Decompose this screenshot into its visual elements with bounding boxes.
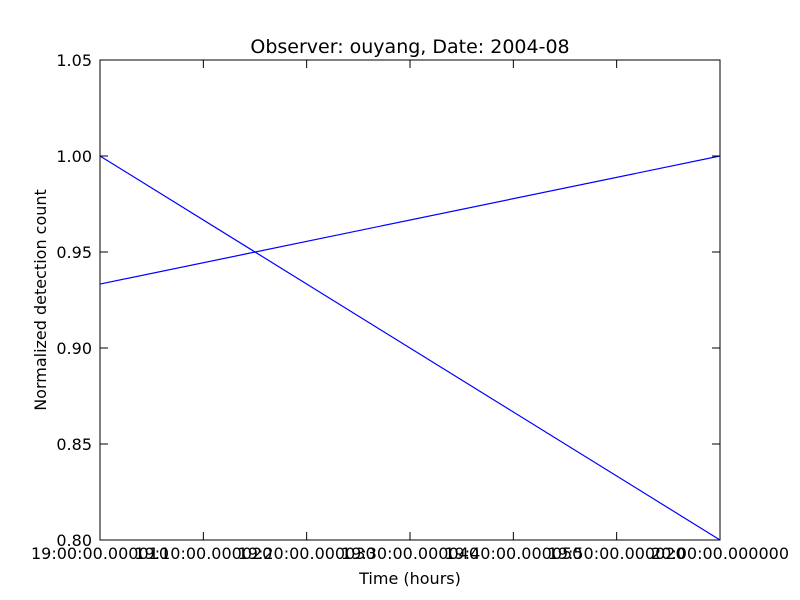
- y-axis: 0.80 0.85 0.90 0.95 1.00 1.05: [56, 51, 720, 550]
- y-tick-label: 0.95: [56, 243, 92, 262]
- plot-area: [99, 59, 721, 541]
- series-line-1: [99, 155, 721, 541]
- x-tick-label: 19:40:00.000050: [444, 544, 582, 563]
- x-axis: 19:00:00.00001019:10:00.00002019:20:00.0…: [31, 60, 789, 563]
- x-axis-label: Time (hours): [358, 569, 461, 588]
- x-tick-label: 19:50:00.000020: [548, 544, 686, 563]
- y-tick-label: 0.80: [56, 531, 92, 550]
- x-tick-label: 20:00:00.000000: [651, 544, 789, 563]
- chart-title: Observer: ouyang, Date: 2004-08: [250, 36, 569, 58]
- y-tick-label: 0.90: [56, 339, 92, 358]
- y-tick-label: 0.85: [56, 435, 92, 454]
- series-layer: [99, 155, 721, 541]
- x-tick-label: 19:10:00.000020: [134, 544, 272, 563]
- plot-frame: [99, 59, 721, 541]
- x-tick-label: 19:20:00.000030: [238, 544, 376, 563]
- y-tick-label: 1.00: [56, 147, 92, 166]
- x-tick-label: 19:30:00.000040: [341, 544, 479, 563]
- y-axis-label: Normalized detection count: [31, 189, 50, 411]
- series-line-2: [99, 155, 721, 285]
- y-tick-label: 1.05: [56, 51, 92, 70]
- x-tick-label: 19:00:00.000010: [31, 544, 169, 563]
